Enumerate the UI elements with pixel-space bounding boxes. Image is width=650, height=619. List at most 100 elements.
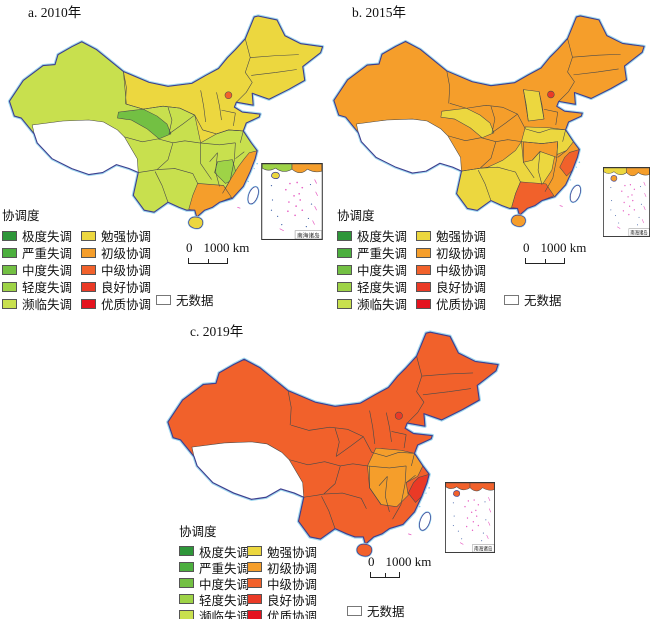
panel-a-title: a. 2010年	[28, 5, 82, 20]
legend-item: 良好协调	[247, 591, 318, 608]
legend-label: 勉强协调	[101, 230, 152, 244]
legend-item: 严重失调	[179, 559, 250, 576]
legend-swatch	[2, 230, 17, 241]
no-data-swatch	[156, 294, 171, 305]
legend-swatch	[247, 610, 262, 619]
legend-title: 协调度	[2, 209, 40, 223]
legend-swatch	[337, 247, 352, 258]
legend-item: 中级协调	[81, 261, 151, 278]
legend-item: 初级协调	[81, 244, 151, 261]
legend-label: 严重失调	[22, 247, 73, 261]
scale-bracket	[188, 258, 228, 264]
legend-label: 良好协调	[267, 593, 318, 608]
legend-label: 中级协调	[101, 264, 152, 278]
legend-swatch	[416, 281, 431, 292]
panel-c-title: c. 2019年	[190, 324, 244, 339]
scale-zero: 0	[523, 240, 530, 255]
legend-c: 协调度 极度失调 严重失调 中度失调 轻度失调 濒临失调 勉强协调 初级协调 中…	[179, 521, 317, 619]
panel-b-title: b. 2015年	[352, 5, 406, 20]
legend-no-data-b: 无数据	[504, 290, 562, 309]
no-data-swatch	[504, 294, 519, 305]
legend-swatch	[81, 264, 96, 275]
inset-south-china-sea-b: 南海诸岛	[603, 167, 650, 237]
legend-label: 中度失调	[357, 264, 408, 278]
legend-swatch	[2, 247, 17, 258]
legend-label: 轻度失调	[22, 281, 73, 295]
legend-swatch	[179, 578, 194, 588]
legend-label: 中度失调	[199, 577, 250, 592]
legend-label: 优质协调	[101, 298, 152, 312]
inset-label: 南海诸岛	[297, 231, 320, 239]
legend-swatch	[81, 281, 96, 292]
legend-a: 协调度 极度失调 严重失调 中度失调 轻度失调 濒临失调 勉强协调 初级协调 中…	[2, 205, 151, 312]
legend-item: 初级协调	[416, 244, 486, 261]
inset-south-china-sea-a: 南海诸岛	[261, 163, 323, 240]
scale-bracket	[525, 258, 565, 264]
legend-item: 优质协调	[81, 295, 151, 312]
inset-label: 南海诸岛	[630, 229, 647, 237]
beijing-marker	[547, 90, 555, 99]
scale-label: 1000 km	[385, 554, 432, 569]
legend-label: 勉强协调	[436, 230, 487, 244]
legend-label: 良好协调	[101, 281, 152, 295]
legend-item: 濒临失调	[2, 295, 81, 312]
legend-swatch	[247, 578, 262, 588]
scale-label: 1000 km	[540, 240, 587, 255]
scale-zero: 0	[368, 554, 375, 569]
legend-swatch	[247, 594, 262, 604]
legend-item: 勉强协调	[247, 543, 318, 560]
scale-bar-c: 0 1000 km	[368, 554, 431, 578]
legend-label: 严重失调	[199, 561, 250, 576]
legend-item: 勉强协调	[416, 227, 486, 244]
legend-label: 优质协调	[436, 298, 487, 312]
legend-label: 良好协调	[436, 281, 487, 295]
legend-label: 初级协调	[101, 247, 152, 261]
legend-swatch	[416, 298, 431, 309]
beijing-marker	[224, 91, 233, 99]
legend-swatch	[416, 264, 431, 275]
scale-bar-a: 0 1000 km	[186, 240, 249, 264]
inset-south-china-sea-c: 南海诸岛	[445, 482, 495, 553]
legend-swatch	[2, 281, 17, 292]
legend-swatch	[337, 264, 352, 275]
legend-label: 优质协调	[267, 609, 318, 619]
legend-no-data-a: 无数据	[156, 290, 214, 309]
legend-item: 中度失调	[337, 261, 416, 278]
legend-swatch	[247, 562, 262, 572]
legend-item: 轻度失调	[179, 591, 250, 608]
legend-item: 严重失调	[337, 244, 416, 261]
legend-swatch	[2, 264, 17, 275]
scale-label: 1000 km	[203, 240, 250, 255]
legend-title: 协调度	[179, 525, 217, 539]
legend-label: 勉强协调	[267, 545, 318, 560]
legend-swatch	[179, 562, 194, 572]
legend-swatch	[81, 298, 96, 309]
legend-swatch	[179, 546, 194, 556]
scale-bar-b: 0 1000 km	[523, 240, 586, 264]
legend-label: 初级协调	[436, 247, 487, 261]
legend-item: 初级协调	[247, 559, 318, 576]
legend-swatch	[337, 230, 352, 241]
legend-item: 良好协调	[81, 278, 151, 295]
no-data-label: 无数据	[367, 605, 405, 619]
legend-swatch	[337, 298, 352, 309]
legend-item: 极度失调	[2, 227, 81, 244]
legend-label: 濒临失调	[199, 609, 250, 619]
no-data-label: 无数据	[176, 294, 214, 308]
legend-item: 轻度失调	[337, 278, 416, 295]
no-data-label: 无数据	[524, 294, 562, 308]
legend-swatch	[81, 230, 96, 241]
legend-swatch	[337, 281, 352, 292]
legend-label: 极度失调	[22, 230, 73, 244]
legend-item: 中级协调	[416, 261, 486, 278]
legend-label: 严重失调	[357, 247, 408, 261]
legend-item: 良好协调	[416, 278, 486, 295]
legend-swatch	[81, 247, 96, 258]
legend-label: 极度失调	[199, 545, 250, 560]
map-china-2015	[332, 14, 646, 228]
legend-label: 轻度失调	[199, 593, 250, 608]
legend-label: 初级协调	[267, 561, 318, 576]
legend-item: 中度失调	[2, 261, 81, 278]
legend-item: 濒临失调	[337, 295, 416, 312]
